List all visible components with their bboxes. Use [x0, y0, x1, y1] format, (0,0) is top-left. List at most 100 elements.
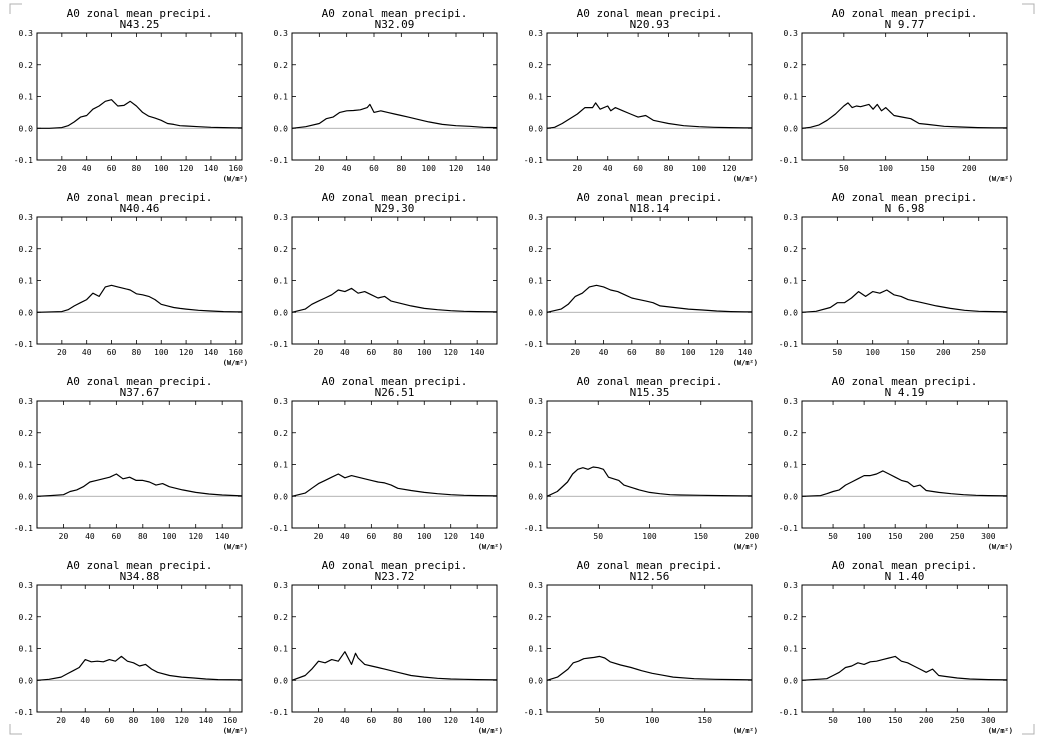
x-tick-label: 100: [417, 532, 432, 541]
chart-title: A0 zonal mean precipi.: [577, 191, 723, 204]
y-tick-label: -0.1: [524, 708, 543, 717]
crop-mark-bottom-right: [1022, 724, 1035, 735]
x-tick-label: 40: [85, 532, 95, 541]
y-tick-label: -0.1: [14, 708, 33, 717]
x-tick-label: 60: [369, 164, 379, 173]
data-series-line: [291, 473, 498, 497]
plot-frame: [36, 216, 243, 345]
y-tick-label: 0.1: [784, 277, 799, 286]
y-tick-label: 0.3: [19, 213, 34, 222]
x-tick-label: 60: [367, 348, 377, 357]
chart-subtitle: N12.56: [630, 570, 670, 583]
y-tick-label: 0.3: [529, 397, 544, 406]
chart-subtitle: N20.93: [630, 18, 670, 31]
x-tick-label: 60: [105, 716, 115, 725]
y-tick-label: 0.3: [274, 29, 289, 38]
crop-mark-top-left: [9, 3, 22, 14]
chart-title: A0 zonal mean precipi.: [832, 375, 978, 388]
plot-frame: [291, 584, 498, 713]
x-axis-unit: (W/m²): [988, 175, 1013, 183]
x-tick-label: 200: [919, 532, 934, 541]
plot-frame: [801, 400, 1008, 529]
data-series-line: [291, 651, 498, 681]
y-tick-label: 0.3: [784, 581, 799, 590]
chart-panel: A0 zonal mean precipi.N 9.77 0.3 0.2 0.1 0.0…: [779, 7, 1013, 183]
y-tick-label: 0.2: [19, 429, 34, 438]
x-tick-label: 200: [936, 348, 951, 357]
data-series-line: [801, 655, 1008, 681]
y-tick-label: -0.1: [269, 524, 288, 533]
y-tick-label: 0.1: [529, 645, 544, 654]
x-tick-label: 80: [393, 532, 403, 541]
chart-subtitle: N43.25: [120, 18, 160, 31]
y-tick-label: 0.2: [274, 613, 289, 622]
chart-title: A0 zonal mean precipi.: [832, 7, 978, 20]
plot-frame: [546, 32, 753, 161]
x-tick-label: 20: [56, 716, 66, 725]
chart-title: A0 zonal mean precipi.: [832, 559, 978, 572]
y-tick-label: 0.3: [19, 29, 34, 38]
y-tick-label: 0.3: [784, 397, 799, 406]
x-tick-label: 60: [107, 348, 117, 357]
chart-panel: A0 zonal mean precipi.N34.88 0.3 0.2 0.1 0.0…: [14, 559, 248, 735]
data-series-line: [801, 102, 1007, 129]
x-tick-label: 60: [633, 164, 643, 173]
plot-frame: [546, 400, 753, 529]
x-tick-label: 60: [367, 716, 377, 725]
x-tick-label: 20: [59, 532, 69, 541]
x-tick-label: 80: [129, 716, 139, 725]
y-tick-label: 0.1: [274, 645, 289, 654]
chart-subtitle: N 9.77: [885, 18, 925, 31]
x-tick-label: 140: [204, 164, 219, 173]
x-tick-label: 160: [229, 348, 244, 357]
y-tick-label: 0.2: [529, 613, 544, 622]
x-tick-label: 60: [112, 532, 122, 541]
chart-panel: A0 zonal mean precipi.N20.93 0.3 0.2 0.1 0.0…: [524, 7, 758, 183]
x-tick-label: 80: [393, 348, 403, 357]
chart-subtitle: N32.09: [375, 18, 415, 31]
x-axis-unit: (W/m²): [223, 543, 248, 551]
x-tick-label: 50: [828, 532, 838, 541]
plot-frame: [36, 400, 243, 529]
x-tick-label: 250: [950, 716, 965, 725]
y-tick-label: 0.1: [784, 461, 799, 470]
y-tick-label: 0.0: [784, 124, 799, 133]
chart-subtitle: N40.46: [120, 202, 160, 215]
plot-frame: [36, 584, 243, 713]
y-tick-label: 0.1: [529, 277, 544, 286]
chart-panel: A0 zonal mean precipi.N32.09 0.3 0.2 0.1 0.0…: [269, 7, 498, 173]
chart-title: A0 zonal mean precipi.: [67, 559, 213, 572]
data-series-line: [546, 284, 752, 313]
chart-subtitle: N18.14: [630, 202, 670, 215]
chart-subtitle: N34.88: [120, 570, 160, 583]
y-tick-label: -0.1: [269, 340, 288, 349]
plot-frame: [801, 32, 1008, 161]
x-tick-label: 200: [919, 716, 934, 725]
plot-frame: [291, 400, 498, 529]
y-tick-label: 0.2: [529, 245, 544, 254]
x-tick-label: 150: [694, 532, 709, 541]
x-tick-label: 100: [692, 164, 707, 173]
y-tick-label: -0.1: [14, 524, 33, 533]
x-tick-label: 40: [80, 716, 90, 725]
y-tick-label: 0.0: [274, 676, 289, 685]
y-tick-label: -0.1: [779, 708, 798, 717]
x-tick-label: 300: [981, 532, 996, 541]
x-tick-label: 250: [971, 348, 986, 357]
x-tick-label: 120: [722, 164, 737, 173]
plot-frame: [546, 584, 753, 713]
x-tick-label: 50: [595, 716, 605, 725]
x-axis-unit: (W/m²): [223, 727, 248, 735]
chart-panel: A0 zonal mean precipi.N37.67 0.3 0.2 0.1 0.0…: [14, 375, 248, 551]
x-tick-label: 100: [857, 532, 872, 541]
x-tick-label: 100: [878, 164, 893, 173]
x-tick-label: 100: [421, 164, 436, 173]
x-tick-label: 120: [174, 716, 189, 725]
y-tick-label: 0.0: [529, 124, 544, 133]
data-series-line: [546, 102, 752, 129]
y-tick-label: 0.2: [19, 245, 34, 254]
plot-frame: [801, 216, 1008, 345]
x-tick-label: 20: [57, 348, 67, 357]
y-tick-label: 0.1: [274, 277, 289, 286]
y-tick-label: 0.3: [274, 213, 289, 222]
